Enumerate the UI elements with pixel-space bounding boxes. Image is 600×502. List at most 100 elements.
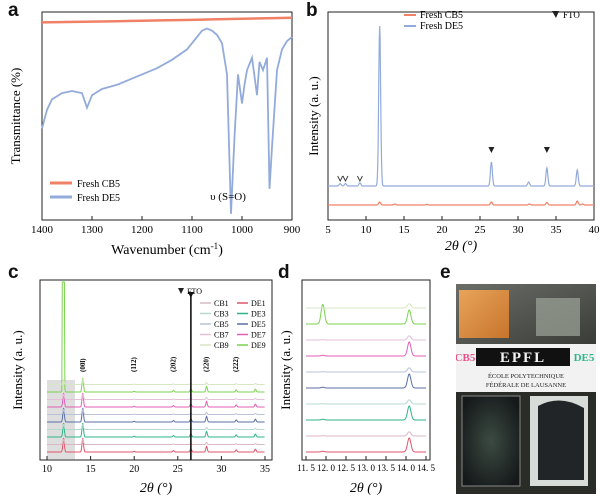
panel-c-legend-label-de9: DE9 xyxy=(251,341,266,350)
panel-a-series-fresh-cb5 xyxy=(41,16,293,24)
panel-c-chart: 10 15 20 25 30 35 CB1 DE1 CB3 DE3 CB5 DE5 CB7 DE7 CB9… xyxy=(10,279,273,496)
panel-c-series-cb9 xyxy=(47,378,265,385)
legend-label-fresh-cb5: Fresh CB5 xyxy=(77,179,120,190)
panel-d-ylabel: Intensity (a. u.) xyxy=(278,330,293,409)
school-name-line2: FÉDÉRALE DE LAUSANNE xyxy=(486,381,566,389)
panel-c-label: c xyxy=(8,262,19,283)
panel-a-frame xyxy=(41,11,293,221)
cb5-device-photo xyxy=(461,395,521,487)
panel-d-series-de7 xyxy=(306,341,426,357)
panel-c-hkl-label: (222) xyxy=(232,356,240,372)
panel-c-shaded-region xyxy=(47,380,75,460)
panel-c-hkl-label: (112) xyxy=(130,357,138,372)
panel-c-tick-label: 30 xyxy=(216,464,226,475)
panel-c-frame xyxy=(39,279,273,461)
panel-b-series-fresh-cb5 xyxy=(328,200,594,206)
panel-c-legend-label-cb7: CB7 xyxy=(214,331,229,340)
panel-d-tick-label: 11. 5 xyxy=(297,463,315,473)
epfl-logo-block xyxy=(476,348,570,366)
fto-peak-marker-icon xyxy=(488,147,495,153)
panel-d-tick-label: 14. 0 xyxy=(397,463,416,473)
panel-c-legend-label-cb5: CB5 xyxy=(214,320,229,329)
legend-label-b-fresh-de5: Fresh DE5 xyxy=(420,21,463,32)
panel-d-tick-label: 12. 0 xyxy=(317,463,336,473)
panel-c-hkl-label: (00l) xyxy=(79,358,87,372)
panel-c-legend-label-de5: DE5 xyxy=(251,320,266,329)
panel-c-tick-label: 10 xyxy=(42,464,52,475)
cb5-label: CB5 xyxy=(456,352,476,364)
panel-b-tick-label: 40 xyxy=(589,224,600,236)
panel-a-label: a xyxy=(8,0,19,21)
panel-c-legend-label-cb3: CB3 xyxy=(214,310,229,319)
panel-c-hkl-label: (202) xyxy=(169,356,177,372)
epfl-logo: EPFL xyxy=(500,350,546,366)
legend-label-b-fto: FTO xyxy=(563,10,580,20)
fto-marker-c-icon xyxy=(178,288,184,294)
panel-a-tick-label: 900 xyxy=(284,224,301,236)
panel-a-ylabel: Transmittance (%) xyxy=(8,68,23,165)
panel-c-tick-label: 20 xyxy=(129,464,139,475)
panel-d-series-cb5 xyxy=(306,367,426,373)
panel-c-tick-label: 35 xyxy=(260,464,270,475)
panel-c-ylabel: Intensity (a. u.) xyxy=(10,330,25,409)
panel-c-legend-label-de3: DE3 xyxy=(251,310,266,319)
panel-d-series-de1 xyxy=(306,437,426,453)
panel-d-tick-label: 14. 5 xyxy=(417,463,436,473)
panel-e-label: e xyxy=(440,262,451,283)
peak-marker-icon xyxy=(357,175,363,183)
panel-b-tick-label: 10 xyxy=(361,224,373,236)
panel-a-series-fresh-de5 xyxy=(41,27,293,214)
panel-d-series-cb7 xyxy=(306,335,426,341)
panel-c-fto-peak-icon xyxy=(187,292,194,298)
panel-c-tick-label: 25 xyxy=(173,464,183,475)
legend-label-fresh-de5: Fresh DE5 xyxy=(77,193,120,204)
panel-d-series-cb1 xyxy=(306,431,426,437)
panel-d-label: d xyxy=(278,262,290,283)
de5-device-film xyxy=(538,400,584,480)
panel-c-series-cb1 xyxy=(47,438,265,445)
legend-label-b-fresh-cb5: Fresh CB5 xyxy=(420,10,463,21)
panel-a-annotation: υ (S=O) xyxy=(210,191,246,203)
panel-c-series-cb5 xyxy=(47,408,265,415)
panel-d-series-cb9 xyxy=(306,303,426,309)
panel-c-legend-label-de1: DE1 xyxy=(251,299,266,308)
panel-b-tick-label: 25 xyxy=(475,224,487,236)
panel-d-series-cb3 xyxy=(306,399,426,405)
de5-label: DE5 xyxy=(574,352,595,364)
panel-b-xlabel: 2θ (°) xyxy=(445,239,478,254)
panel-a-tick-label: 1000 xyxy=(231,224,254,236)
panel-c-series-de9 xyxy=(47,281,265,393)
legend-label-c-fto: FTO xyxy=(187,287,202,296)
panel-b-ylabel: Intensity (a. u.) xyxy=(306,76,321,155)
panel-d-tick-label: 13. 0 xyxy=(357,463,376,473)
panel-a-tick-label: 1300 xyxy=(81,224,104,236)
panel-a-tick-label: 1100 xyxy=(181,224,203,236)
panel-b-chart: 5 10 15 20 25 30 35 40 Intensity (a. u.) 2θ (°)… xyxy=(306,10,600,254)
panel-c-tick-label: 15 xyxy=(86,464,96,475)
panel-a-xlabel: Wavenumber (cm-1) xyxy=(111,241,223,258)
panel-c-legend-label-cb9: CB9 xyxy=(214,341,229,350)
panel-c-legend-label-cb1: CB1 xyxy=(214,299,229,308)
school-name-line1: ÉCOLE POLYTECHNIQUE xyxy=(488,372,564,380)
panel-c-xlabel: 2θ (°) xyxy=(140,481,173,496)
panel-b-tick-label: 5 xyxy=(325,224,331,236)
fto-marker-icon xyxy=(552,11,559,18)
panel-a-chart: 1400 1300 1200 1100 1000 900 Transmittance (%… xyxy=(8,11,301,258)
panel-a-tick-label: 1400 xyxy=(31,224,54,236)
panel-b-frame xyxy=(327,11,595,221)
sample-photo: EPFL CB5 DE5 ÉCOLE POLYTECHNIQUE FÉDÉRAL… xyxy=(455,284,596,494)
panel-d-series-de9 xyxy=(306,303,426,325)
panel-b-tick-label: 35 xyxy=(551,224,563,236)
panel-a-tick-label: 1200 xyxy=(131,224,154,236)
cb5-film-sample xyxy=(459,290,509,338)
panel-b-tick-label: 20 xyxy=(437,224,449,236)
panel-b-tick-label: 15 xyxy=(399,224,411,236)
panel-c-hkl-label: (220) xyxy=(203,356,211,372)
panel-d-series-de5 xyxy=(306,373,426,389)
panel-d-tick-label: 13. 5 xyxy=(377,463,396,473)
peak-marker-icon xyxy=(342,175,349,183)
peak-marker-icon xyxy=(337,175,344,183)
panel-d-xlabel: 2θ (°) xyxy=(350,481,383,496)
panel-c-series-cb7 xyxy=(47,393,265,400)
